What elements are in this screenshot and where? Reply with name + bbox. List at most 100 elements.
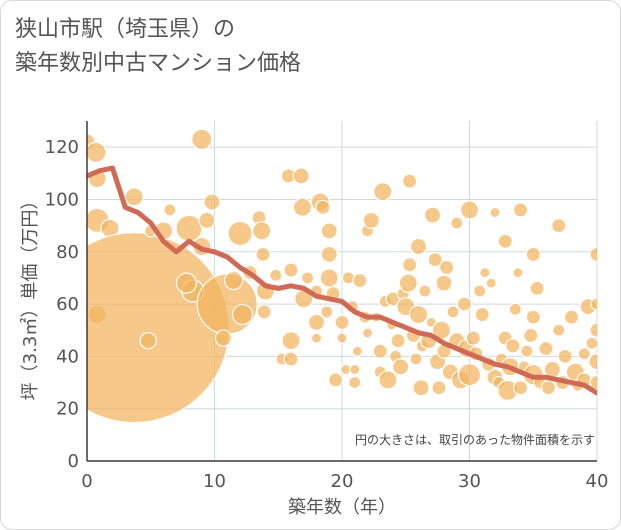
data-bubble	[409, 352, 423, 366]
data-bubble	[457, 363, 482, 387]
data-bubble	[479, 267, 491, 279]
data-bubble	[320, 305, 334, 319]
data-bubble	[512, 380, 529, 396]
size-legend-note: 円の大きさは、取引のあった物件面積を示す	[355, 432, 595, 447]
y-tick-label: 60	[56, 294, 79, 315]
data-bubble	[418, 284, 432, 298]
data-bubble	[438, 259, 455, 276]
data-bubble	[525, 309, 541, 325]
data-bubble	[300, 271, 315, 285]
data-bubble	[520, 344, 534, 358]
data-bubble	[124, 187, 144, 207]
data-bubble	[203, 193, 221, 211]
data-bubble	[320, 245, 338, 263]
data-bubble	[352, 272, 368, 289]
y-axis-label: 坪（3.3㎡）単価（万円）	[19, 192, 41, 401]
data-bubble	[459, 200, 480, 220]
data-bubble	[175, 214, 203, 242]
data-bubble	[310, 332, 323, 344]
data-bubble	[281, 331, 301, 351]
data-bubble	[590, 297, 597, 311]
data-bubble	[315, 199, 331, 215]
data-bubble	[348, 375, 362, 390]
x-tick-label: 0	[81, 471, 92, 492]
data-bubble	[512, 267, 524, 279]
data-bubble	[351, 345, 363, 357]
data-bubble	[398, 273, 418, 293]
y-tick-labels: 0 20 40 60 80 100 120	[45, 137, 79, 472]
data-bubble	[378, 370, 398, 390]
data-bubble	[589, 374, 597, 391]
data-bubble	[214, 329, 233, 347]
data-bubble	[563, 309, 580, 325]
data-bubble	[390, 333, 406, 349]
data-bubble	[139, 332, 157, 350]
data-bubble	[349, 363, 361, 376]
data-bubble	[319, 268, 339, 288]
data-bubble	[373, 182, 393, 202]
data-bubble	[191, 128, 213, 150]
chart-title: 狭山市駅（埼玉県）の 築年数別中古マンション価格	[15, 13, 301, 81]
data-bubble	[557, 348, 573, 364]
x-tick-label: 40	[586, 471, 609, 492]
data-bubble	[408, 304, 429, 325]
data-bubble	[508, 302, 523, 316]
data-bubble	[512, 202, 529, 218]
data-bubble	[474, 306, 490, 323]
data-bubble	[198, 211, 216, 229]
data-bubble	[328, 372, 344, 388]
trend-layer	[87, 165, 597, 396]
data-bubble	[523, 327, 539, 344]
data-bubble	[307, 313, 326, 331]
x-axis-label: 築年数（年）	[288, 497, 396, 518]
data-bubble	[255, 246, 271, 262]
data-bubble	[589, 322, 597, 338]
data-bubble	[372, 343, 388, 359]
data-bubble	[283, 351, 299, 367]
y-tick-label: 20	[56, 399, 79, 420]
y-tick-label: 80	[56, 242, 79, 263]
data-bubble	[497, 233, 513, 249]
data-bubble	[269, 268, 283, 282]
data-bubble	[392, 358, 410, 376]
data-bubble	[336, 332, 348, 344]
data-bubble	[361, 327, 374, 339]
data-bubble	[427, 252, 443, 268]
x-tick-label: 30	[458, 471, 481, 492]
data-bubble	[489, 206, 501, 219]
data-bubble	[529, 280, 545, 296]
data-bubble	[231, 303, 254, 326]
data-bubble	[401, 257, 418, 273]
data-bubble	[456, 296, 472, 312]
data-bubble	[412, 379, 430, 397]
data-bubble	[435, 274, 453, 292]
data-bubble	[446, 305, 460, 319]
y-tick-label: 120	[45, 137, 79, 158]
data-bubble	[175, 272, 198, 294]
data-bubble	[320, 222, 338, 240]
data-bubble	[256, 304, 272, 320]
data-bubble	[540, 380, 557, 396]
y-tick-label: 100	[45, 189, 79, 210]
data-bubble	[292, 197, 313, 217]
data-bubble	[423, 206, 442, 224]
bubble-layer	[87, 128, 597, 424]
y-tick-label: 40	[56, 346, 79, 367]
data-bubble	[362, 211, 380, 229]
data-bubble	[409, 237, 428, 256]
data-bubble	[473, 284, 487, 298]
data-bubble	[252, 221, 272, 241]
data-bubble	[163, 203, 177, 217]
data-bubble	[589, 246, 597, 262]
data-bubble	[552, 323, 566, 337]
data-bubble	[224, 270, 244, 291]
data-bubble	[450, 216, 464, 230]
data-bubble	[588, 353, 597, 371]
data-bubble	[485, 277, 497, 289]
chart-title-line2: 築年数別中古マンション価格	[15, 51, 302, 76]
average-price-line	[87, 165, 597, 396]
data-bubble	[585, 336, 597, 350]
y-tick-label: 0	[68, 451, 79, 472]
data-bubble	[292, 167, 310, 185]
